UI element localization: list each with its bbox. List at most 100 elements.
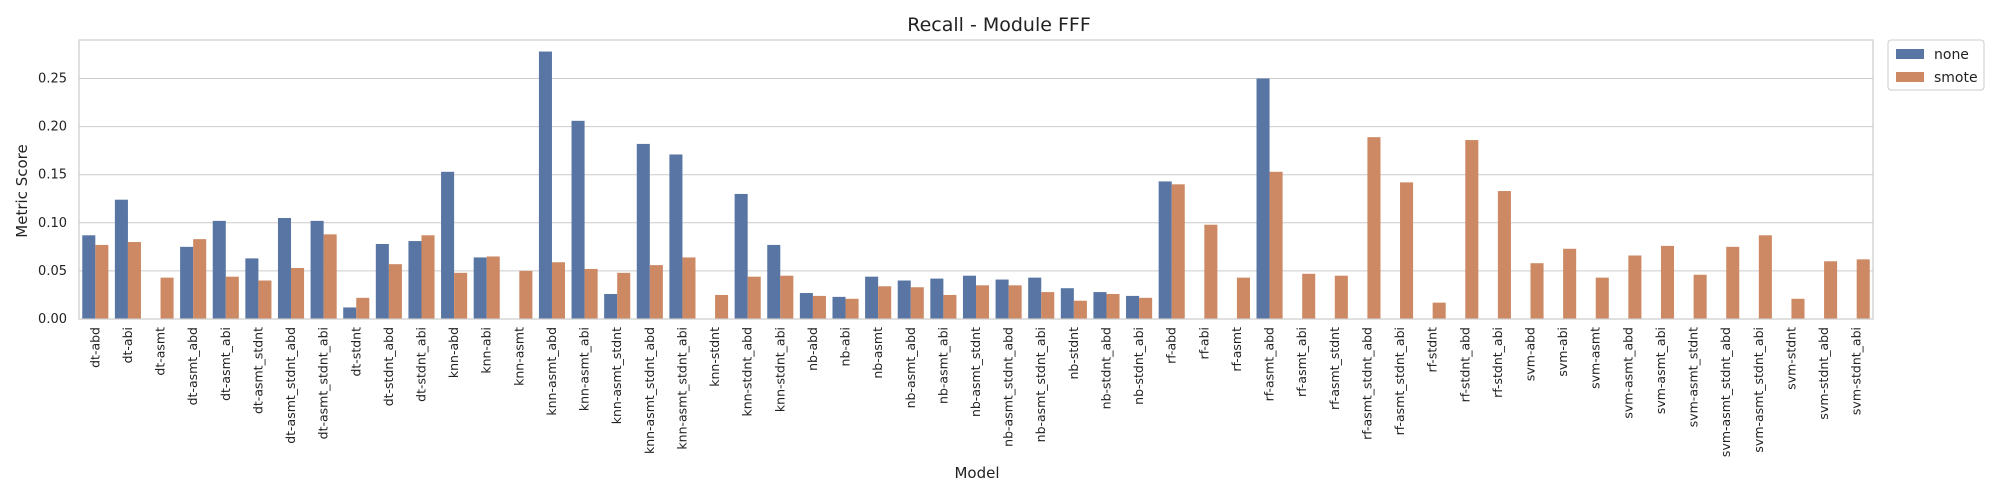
bar-smote [1302, 273, 1316, 319]
x-tick-label: svm-stdnt [1783, 327, 1798, 390]
x-tick-label: svm-abd [1523, 327, 1538, 381]
x-tick-label: dt-asmt_abd [185, 327, 200, 405]
x-tick-label: rf-abi [1196, 327, 1211, 359]
bar-smote [1726, 246, 1740, 319]
x-tick-label: rf-asmt [1229, 327, 1244, 372]
bar-smote [1041, 292, 1055, 319]
bar-smote [1106, 293, 1120, 319]
bar-smote [486, 256, 500, 319]
y-tick-label: 0.20 [38, 120, 67, 135]
x-tick-label: nb-asmt_abi [935, 327, 950, 404]
bar-smote [323, 234, 337, 319]
bar-smote [127, 242, 141, 319]
bar-smote [649, 265, 663, 319]
x-tick-label: nb-stdnt [1066, 327, 1081, 380]
x-tick-label: svm-asmt_abd [1620, 327, 1635, 419]
y-tick-label: 0.05 [38, 264, 67, 279]
y-tick-label: 0.10 [38, 216, 67, 231]
bar-smote [454, 272, 468, 319]
x-tick-label: dt-stdnt [348, 327, 363, 377]
bar-smote [225, 276, 239, 319]
bar-none [82, 235, 96, 319]
x-tick-label: dt-stdnt_abd [381, 327, 396, 406]
bar-smote [551, 262, 566, 319]
y-tick-label: 0.00 [38, 312, 67, 327]
bar-smote [356, 297, 370, 319]
bar-none [1028, 277, 1042, 319]
x-tick-labels: dt-abd dt-abi dt-asmt dt-asmt_abd dt-asmt_ab… [87, 327, 1863, 457]
bar-smote [682, 257, 696, 319]
bar-smote [1791, 298, 1805, 319]
legend-swatch-smote [1896, 72, 1924, 82]
bar-smote [845, 298, 859, 319]
x-tick-label: svm-asmt_stdnt [1686, 327, 1701, 427]
bar-smote [1334, 275, 1348, 319]
x-tick-label: rf-asmt_abi [1294, 327, 1309, 397]
x-tick-label: nb-asmt_stdnt_abd [1001, 327, 1016, 447]
bar-none [343, 307, 357, 319]
bar-smote [291, 268, 305, 319]
bar-smote [1171, 184, 1185, 319]
bar-none [897, 280, 911, 319]
bar-none [571, 120, 585, 320]
bar-smote [584, 268, 598, 319]
x-tick-label: knn-stdnt_abi [772, 327, 787, 412]
bar-smote [1660, 245, 1675, 319]
bar-none [441, 171, 455, 319]
x-tick-label: dt-asmt_stdnt [250, 327, 265, 414]
bar-none [473, 257, 487, 319]
x-tick-label: rf-asmt_stdnt [1327, 327, 1342, 410]
bar-smote [976, 285, 990, 319]
bar-none [1093, 292, 1107, 319]
bar-smote [1269, 171, 1283, 319]
x-tick-label: nb-abd [805, 327, 820, 371]
bar-smote [95, 244, 109, 319]
bar-smote [617, 272, 631, 319]
bar-none [734, 193, 748, 319]
bar-smote [1530, 263, 1544, 319]
x-tick-label: svm-asmt_stdnt_abd [1718, 327, 1733, 457]
x-tick-label: knn-asmt [511, 327, 526, 386]
bar-smote [1758, 235, 1772, 319]
y-tick-labels: 0.00 0.05 0.10 0.15 0.20 0.25 [38, 71, 67, 327]
x-tick-label: rf-asmt_stdnt_abd [1359, 327, 1374, 440]
x-tick-label: dt-abi [120, 327, 135, 363]
bar-smote [1139, 297, 1153, 319]
x-tick-label: knn-asmt_abd [544, 327, 559, 416]
x-tick-label: rf-asmt_stdnt_abi [1392, 327, 1407, 435]
bar-smote [1432, 302, 1446, 319]
plot-frame [78, 39, 1874, 320]
bar-smote [193, 239, 207, 319]
x-tick-label: dt-asmt_stdnt_abd [283, 327, 298, 444]
x-tick-label: dt-stdnt_abi [413, 327, 428, 402]
x-tick-label: knn-abd [446, 327, 461, 378]
bar-none [310, 220, 324, 319]
x-tick-label: knn-asmt_stdnt_abd [642, 327, 657, 454]
x-tick-label: nb-asmt_abd [903, 327, 918, 408]
bar-smote [1563, 248, 1577, 319]
bar-smote [421, 235, 435, 319]
bar-smote [715, 294, 729, 319]
bar-smote [1236, 277, 1250, 319]
bar-smote [1595, 277, 1609, 319]
bar-none [995, 279, 1009, 319]
bar-smote [1824, 261, 1838, 319]
x-tick-label: nb-abi [838, 327, 853, 366]
x-tick-label: knn-asmt_stdnt [609, 327, 624, 424]
bar-none [1256, 78, 1270, 319]
bar-smote [258, 280, 272, 319]
x-tick-label: rf-stdnt [1425, 327, 1440, 373]
bar-smote [1008, 285, 1022, 319]
legend-label-none: none [1934, 47, 1969, 63]
bar-smote [943, 294, 957, 319]
x-axis-label: Model [954, 464, 999, 482]
bar-smote [1367, 137, 1381, 319]
bar-none [832, 296, 846, 319]
x-tick-label: svm-stdnt_abi [1849, 327, 1864, 415]
bar-none [767, 244, 781, 319]
x-tick-label: nb-asmt [870, 327, 885, 379]
x-tick-label: nb-stdnt_abd [1098, 327, 1113, 409]
bar-none [1126, 295, 1140, 319]
bar-none [277, 217, 292, 319]
bar-smote [910, 287, 924, 319]
